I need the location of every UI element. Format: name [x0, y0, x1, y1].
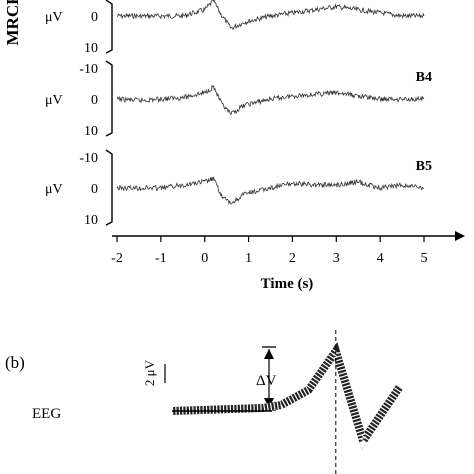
- scale-bar-label: 2 μV: [142, 359, 157, 386]
- panel-b: (b) EEG 2 μV ΔV: [5, 330, 403, 474]
- x-tick-label: 2: [289, 251, 296, 266]
- x-axis-label: Time (s): [261, 276, 314, 292]
- mrcp-trace: [116, 84, 425, 116]
- y-tick-label: 10: [84, 124, 98, 139]
- panel-y-axis: [105, 0, 113, 54]
- delta-v-label: ΔV: [256, 373, 277, 389]
- x-tick-label: 0: [201, 251, 208, 266]
- eeg-envelope: [171, 341, 403, 451]
- x-tick-label: 5: [421, 251, 428, 266]
- x-tick-label: 3: [333, 251, 340, 266]
- y-tick-label: 10: [84, 213, 98, 228]
- y-tick-label: -10: [79, 62, 98, 77]
- y-unit-label: μV: [45, 182, 63, 197]
- panel-y-axis: [105, 60, 113, 137]
- x-axis: -2 -1 0 1 2 3 4 5 Time (s): [111, 231, 465, 292]
- x-tick-label: -1: [155, 251, 167, 266]
- delta-v-marker: ΔV: [256, 346, 277, 411]
- y-tick-label: 0: [91, 182, 98, 197]
- y-tick-label: -10: [79, 151, 98, 166]
- y-tick-label: 10: [84, 41, 98, 56]
- eeg-hatch: [171, 341, 403, 451]
- panel-b-label: (b): [5, 353, 25, 372]
- y-unit-label: μV: [45, 93, 63, 108]
- eeg-label: EEG: [32, 406, 61, 422]
- scale-bar: 2 μV: [142, 359, 166, 386]
- x-axis-arrowhead: [455, 231, 465, 241]
- mrcp-panel-3: -10 0 10 μV B5: [45, 149, 432, 228]
- delta-v-arrow-up: [264, 349, 274, 359]
- panel-name: B4: [416, 70, 432, 85]
- y-tick-label: 0: [91, 10, 98, 25]
- panel-name: B5: [416, 159, 432, 174]
- x-tick-label: -2: [111, 251, 123, 266]
- y-axis-title: MRCP: [3, 0, 22, 45]
- mrcp-panel-1: 0 10 μV: [45, 0, 425, 56]
- y-unit-label: μV: [45, 10, 63, 25]
- eeg-trace-chart: [171, 330, 403, 474]
- y-tick-label: 0: [91, 93, 98, 108]
- mrcp-panel-2: -10 0 10 μV B4: [45, 60, 432, 139]
- x-tick-label: 1: [245, 251, 252, 266]
- mrcp-trace: [116, 0, 425, 31]
- mrcp-trace: [116, 176, 425, 205]
- panel-y-axis: [105, 149, 113, 226]
- x-tick-label: 4: [377, 251, 384, 266]
